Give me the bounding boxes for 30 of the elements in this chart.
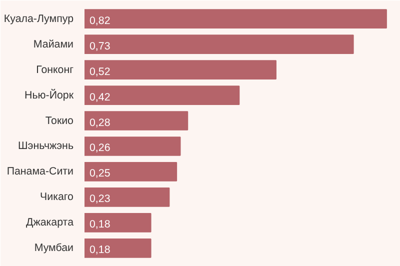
y-tick-label: Майами (33, 38, 74, 50)
y-tick-label: Панама-Сити (6, 166, 74, 178)
bar (84, 60, 276, 80)
y-tick-label: Чикаго (40, 191, 74, 204)
bar (84, 86, 240, 105)
bar (84, 238, 152, 258)
data-label: 0,28 (90, 116, 110, 129)
data-label: 0,52 (90, 66, 110, 78)
y-tick-label: Нью-Йорк (24, 88, 74, 102)
bar (84, 9, 387, 28)
data-label: 0,73 (90, 40, 110, 52)
y-tick-label: Токио (45, 114, 74, 127)
data-label: 0,23 (90, 193, 110, 206)
bar (84, 34, 354, 54)
y-tick-label: Гонконг (36, 64, 74, 76)
data-label: 0,18 (90, 218, 110, 231)
data-label: 0,26 (90, 142, 110, 154)
y-tick-label: Куала-Лумпур (4, 12, 74, 25)
bar (84, 111, 188, 130)
data-label: 0,25 (90, 168, 110, 180)
bar (84, 213, 152, 232)
data-label: 0,18 (90, 244, 110, 256)
bar (84, 188, 170, 207)
y-tick-label: Мумбаи (34, 242, 74, 254)
y-tick-label: Джакарта (26, 216, 74, 229)
bar (84, 136, 181, 156)
y-tick-label: Шэньчжэнь (18, 140, 74, 152)
data-label: 0,42 (90, 91, 110, 104)
data-label: 0,82 (90, 14, 110, 27)
bar (84, 162, 178, 182)
